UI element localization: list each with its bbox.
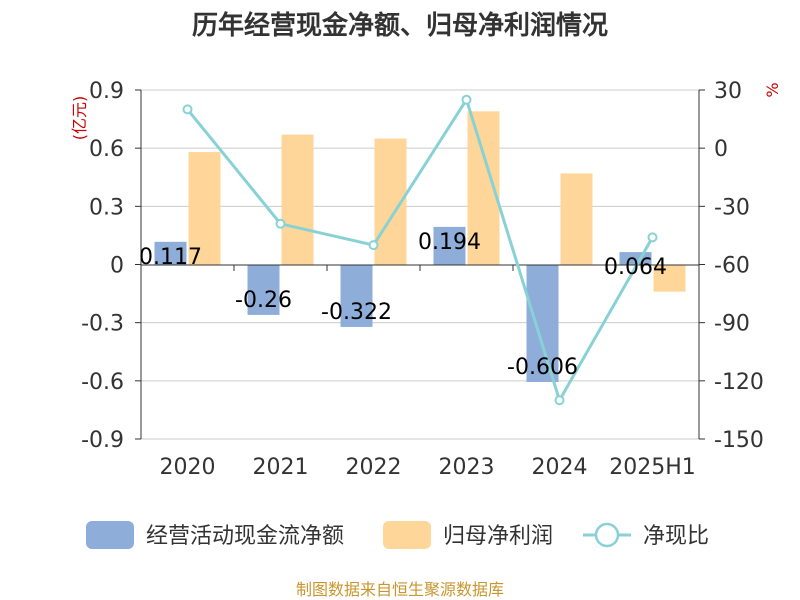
ratio-point-2021 — [275, 218, 286, 229]
left-tick-label: -0.9 — [81, 428, 124, 453]
legend-label-netprofit: 归母净利润 — [443, 524, 553, 549]
left-tick-label: 0 — [110, 254, 124, 279]
cashflow-value-label-2020: 0.117 — [139, 245, 202, 270]
left-axis-unit: (亿元) — [70, 96, 89, 141]
ratio-point-2025H1 — [647, 232, 658, 243]
cashflow-bar-2023 — [433, 226, 466, 265]
netprofit-bar-2024 — [560, 173, 593, 265]
right-tick-label: -60 — [714, 254, 750, 279]
cashflow-bar-2022 — [340, 265, 373, 327]
netprofit-bar-2025H1 — [653, 265, 686, 292]
legend-label-ratio: 净现比 — [643, 524, 709, 549]
category-label-2022: 2022 — [346, 455, 402, 480]
category-label-2020: 2020 — [160, 455, 216, 480]
legend-swatch-cashflow — [86, 521, 134, 549]
legend-swatch-netprofit — [383, 521, 431, 549]
category-label-2024: 2024 — [532, 455, 588, 480]
ratio-point-2024 — [554, 395, 565, 406]
category-label-2021: 2021 — [253, 455, 309, 480]
right-tick-label: -120 — [714, 370, 764, 395]
right-tick-label: 30 — [714, 79, 742, 104]
right-tick-label: -30 — [714, 195, 750, 220]
left-tick-label: 0.6 — [89, 137, 124, 162]
left-tick-label: 0.3 — [89, 195, 124, 220]
legend-swatch-marker — [594, 522, 620, 548]
netprofit-bar-2021 — [281, 134, 314, 265]
ratio-line — [182, 94, 658, 406]
ratio-line-path — [186, 96, 654, 404]
data-labels: 0.117 -0.26 -0.322 0.194 -0.606 0.064 — [139, 230, 667, 380]
left-tick-label: -0.3 — [81, 312, 124, 337]
category-label-2025H1: 2025H1 — [609, 455, 696, 480]
bars — [154, 111, 686, 382]
cashflow-value-label-2021: -0.26 — [235, 288, 292, 313]
axes — [135, 89, 705, 440]
netprofit-bar-2020 — [188, 152, 221, 265]
cashflow-bar-2021 — [247, 265, 280, 315]
cashflow-value-label-2024: -0.606 — [507, 355, 578, 380]
right-tick-label: -90 — [714, 312, 750, 337]
ratio-point-2020 — [182, 104, 193, 115]
tick-labels: 0.9 0.6 0.3 0 -0.3 -0.6 -0.9 30 0 -30 -60 -90 -120 -1… — [81, 79, 764, 480]
data-source-note: 制图数据来自恒生聚源数据库 — [296, 580, 504, 599]
left-tick-label: 0.9 — [89, 79, 124, 104]
right-tick-label: 0 — [714, 137, 728, 162]
cashflow-value-label-2022: -0.322 — [321, 300, 392, 325]
legend-label-cashflow: 经营活动现金流净额 — [146, 524, 344, 549]
chart-title: 历年经营现金净额、归母净利润情况 — [192, 10, 608, 41]
cashflow-bar-2020 — [154, 241, 187, 265]
ratio-point-2022 — [368, 240, 379, 251]
gridlines — [141, 89, 699, 440]
right-tick-label: -150 — [714, 428, 764, 453]
left-tick-label: -0.6 — [81, 370, 124, 395]
cashflow-value-label-2025H1: 0.064 — [604, 255, 667, 280]
cashflow-bar-2024 — [526, 265, 559, 382]
legend: 经营活动现金流净额 归母净利润 净现比 — [86, 521, 709, 549]
right-axis-unit: % — [763, 82, 782, 97]
ratio-point-2023 — [461, 94, 472, 105]
cashflow-value-label-2023: 0.194 — [418, 230, 481, 255]
category-label-2023: 2023 — [439, 455, 495, 480]
